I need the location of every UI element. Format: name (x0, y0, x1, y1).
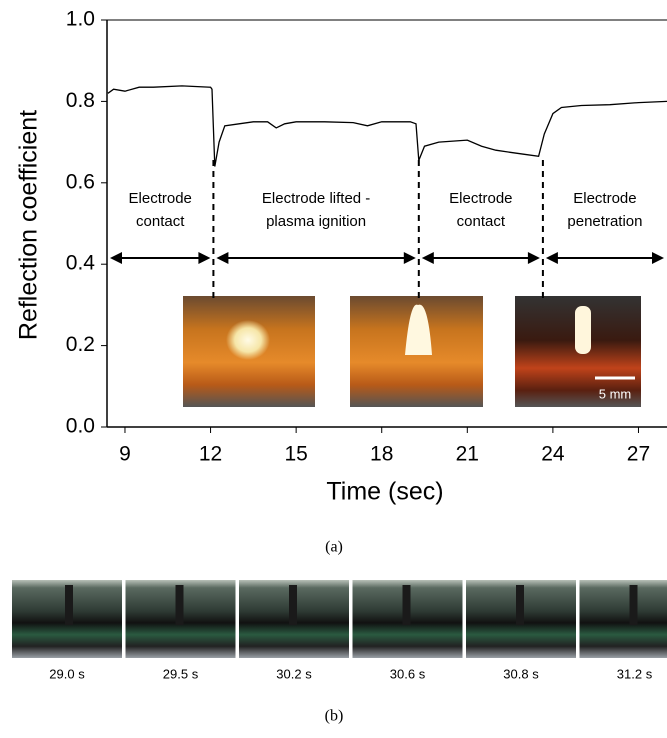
frame-label: 29.0 s (49, 666, 85, 681)
y-tick-label: 0.8 (66, 89, 95, 112)
frame-label: 30.8 s (503, 666, 539, 681)
electrode (289, 585, 297, 625)
figure: 5 mm Reflection coefficient Time (sec) (… (0, 0, 667, 733)
frame-label: 29.5 s (163, 666, 199, 681)
electrode (630, 585, 638, 625)
electrode (65, 585, 73, 625)
y-tick-label: 0.4 (66, 252, 96, 275)
data-line (108, 86, 667, 167)
plasma (575, 306, 591, 354)
x-tick-label: 24 (541, 443, 565, 466)
phase-label: plasma ignition (266, 213, 366, 230)
x-tick-label: 15 (284, 443, 307, 466)
x-axis-label: Time (sec) (326, 478, 443, 506)
frame-label: 31.2 s (617, 666, 653, 681)
caption: (a) (325, 539, 343, 556)
frame-photo (580, 580, 667, 658)
frame-label: 30.6 s (390, 666, 426, 681)
y-tick-label: 0.6 (66, 170, 95, 193)
plasma (226, 320, 270, 360)
electrode (516, 585, 524, 625)
x-tick-label: 9 (119, 443, 131, 466)
x-tick-label: 12 (199, 443, 222, 466)
x-tick-label: 27 (627, 443, 650, 466)
phase-label: Electrode lifted - (262, 190, 370, 207)
electrode (176, 585, 184, 625)
y-tick-label: 0.0 (66, 415, 95, 438)
y-tick-label: 1.0 (66, 8, 95, 31)
phase-label: Electrode (129, 190, 192, 207)
phase-label: Electrode (449, 190, 512, 207)
phase-label: contact (136, 213, 185, 230)
phase-label: Electrode (573, 190, 636, 207)
phase-label: penetration (567, 213, 642, 230)
scale-label: 5 mm (599, 386, 632, 401)
y-axis-label: Reflection coefficient (15, 110, 43, 340)
x-tick-label: 18 (370, 443, 393, 466)
frame-label: 30.2 s (276, 666, 312, 681)
caption: (b) (325, 708, 344, 725)
inset-photos: 5 mm (183, 296, 641, 407)
x-tick-label: 21 (456, 443, 479, 466)
y-tick-label: 0.2 (66, 333, 95, 356)
phase-label: contact (457, 213, 506, 230)
electrode (403, 585, 411, 625)
